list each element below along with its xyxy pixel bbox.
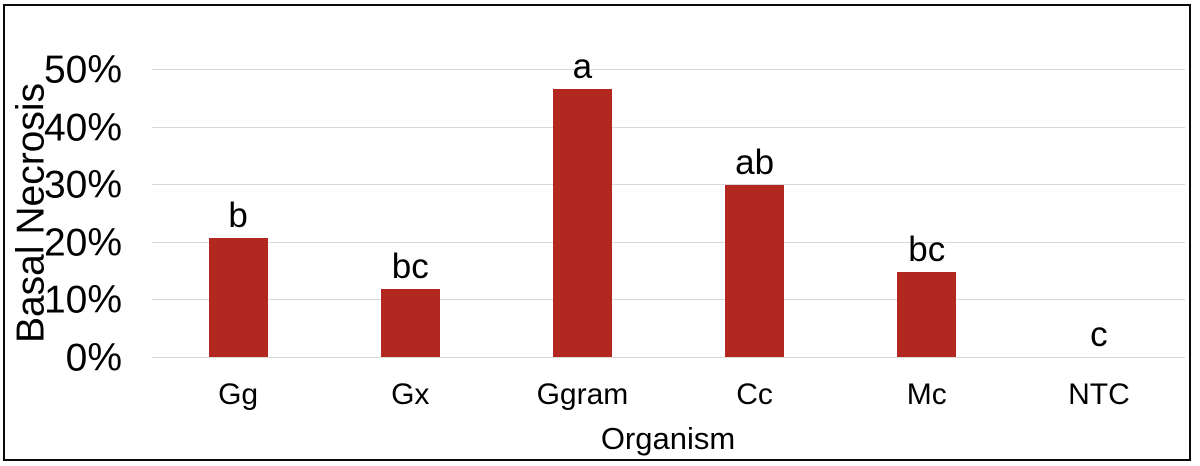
bar (380, 289, 440, 357)
x-tick-label: Gg (218, 378, 259, 411)
y-tick-label: 0% (65, 336, 122, 380)
bar-significance-letter: a (572, 46, 593, 86)
x-tick-label: Gx (391, 378, 430, 411)
bar-significance-letter: bc (391, 247, 429, 287)
y-tick-label: 40% (43, 106, 122, 150)
gridline (152, 126, 1185, 128)
bar-significance-letter: bc (908, 229, 946, 269)
y-tick-label: 10% (43, 278, 122, 322)
bar (897, 271, 957, 357)
gridline (152, 241, 1185, 243)
y-tick-label: 50% (43, 48, 122, 92)
x-tick-label: Ggram (536, 378, 629, 411)
gridline (152, 69, 1185, 70)
gridline (152, 299, 1185, 301)
plot-area: b bc a ab bc c (152, 49, 1185, 358)
bar-significance-letter: b (228, 195, 248, 235)
y-tick-label: 30% (43, 163, 122, 207)
gridline (152, 184, 1185, 186)
bar (725, 184, 785, 357)
x-tick-label: NTC (1068, 378, 1130, 411)
x-axis-title: Organism (600, 421, 736, 456)
bar (552, 88, 612, 357)
bar (208, 237, 268, 357)
gridline (152, 357, 1185, 358)
bar-significance-letter: c (1090, 315, 1108, 354)
bar-significance-letter: ab (735, 142, 775, 182)
y-tick-label: 20% (43, 221, 122, 265)
x-tick-label: Mc (906, 378, 947, 411)
x-tick-label: Cc (736, 378, 773, 411)
